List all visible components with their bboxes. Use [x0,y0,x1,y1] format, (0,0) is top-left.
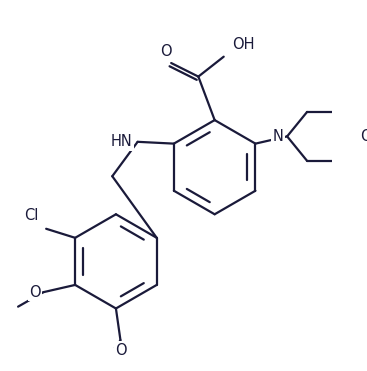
Text: O: O [360,129,367,144]
Text: O: O [116,343,127,358]
Text: O: O [160,45,171,59]
Text: HN: HN [110,134,132,149]
Text: OH: OH [232,37,254,52]
Text: Cl: Cl [25,209,39,223]
Text: N: N [273,129,284,144]
Text: O: O [29,285,41,300]
